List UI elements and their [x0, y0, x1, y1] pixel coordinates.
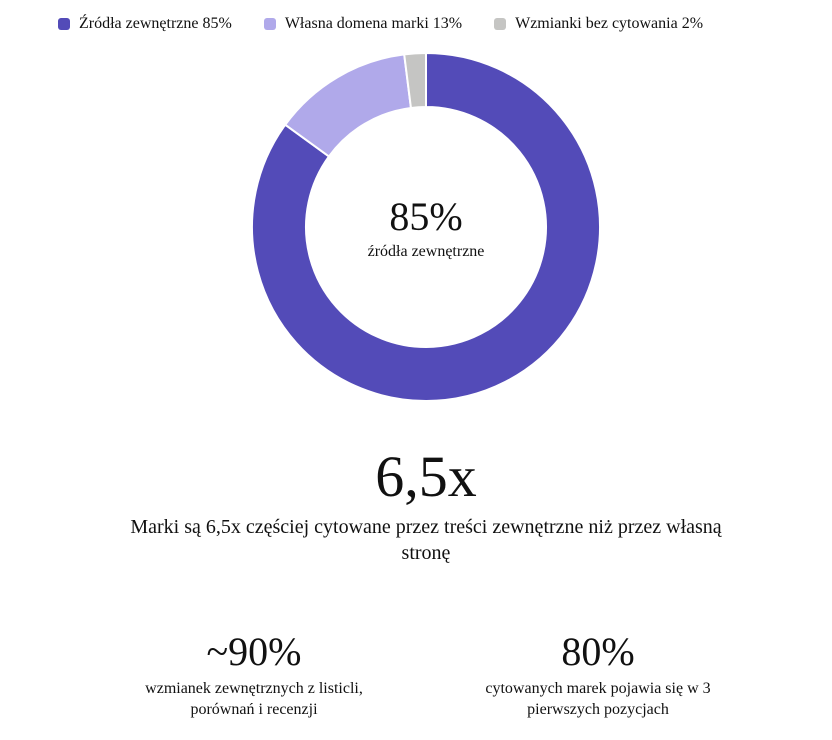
legend-item-external-sources: Źródła zewnętrzne 85% [58, 14, 232, 34]
highlight-description: Marki są 6,5x częściej cytowane przez tr… [130, 516, 722, 564]
stat-listicles: ~90% wzmianek zewnętrznych z listicli, p… [138, 630, 370, 720]
stat-listicles-value: ~90% [206, 629, 302, 674]
legend-swatch-uncited-mentions [494, 18, 507, 30]
stat-top-positions: 80% cytowanych marek pojawia się w 3 pie… [462, 630, 734, 720]
legend-item-own-domain: Własna domena marki 13% [263, 14, 463, 34]
legend-label-own-domain: Własna domena marki 13% [284, 15, 463, 32]
legend-label-uncited-mentions: Wzmianki bez cytowania 2% [515, 15, 704, 32]
legend-label-external-sources: Źródła zewnętrzne 85% [79, 15, 232, 32]
legend-item-uncited-mentions: Wzmianki bez cytowania 2% [494, 14, 703, 34]
donut-chart: 85% źródła zewnętrzne [252, 53, 600, 401]
donut-slice-uncited-mentions [403, 53, 427, 110]
stat-top-positions-value: 80% [561, 629, 635, 674]
stat-top-positions-description: cytowanych marek pojawia się w 3 pierwsz… [485, 680, 711, 718]
donut-chart-svg [252, 53, 600, 401]
highlight-value: 6,5x [375, 444, 477, 509]
donut-slice-external-sources [252, 53, 600, 401]
legend-swatch-external-sources [58, 18, 70, 30]
legend-swatch-own-domain [263, 18, 276, 30]
chart-legend: Źródła zewnętrzne 85% Własna domena mark… [58, 14, 703, 34]
stat-listicles-description: wzmianek zewnętrznych z listicli, porówn… [145, 680, 363, 718]
